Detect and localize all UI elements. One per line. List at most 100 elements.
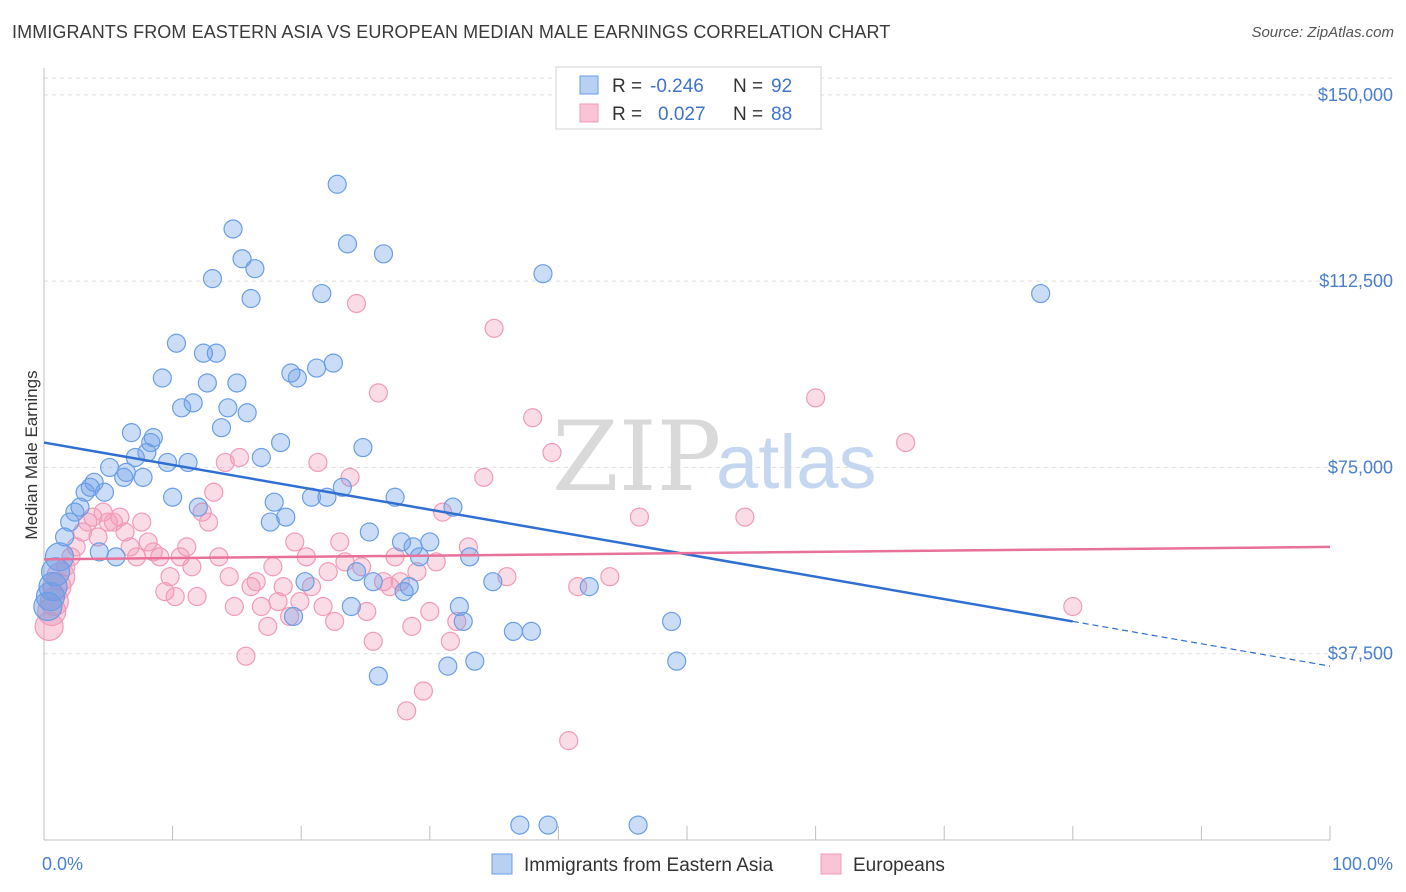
series-eastern-asia-points <box>33 174 1051 835</box>
eastern-asia-point-63 <box>353 437 373 458</box>
eastern-asia-point-86 <box>538 815 558 835</box>
europeans-point-6 <box>61 547 81 567</box>
watermark-zip: ZIP <box>552 401 721 513</box>
eastern-asia-point-52 <box>295 572 315 592</box>
eastern-asia-point-43 <box>245 259 265 279</box>
legend-n-label-1: N = <box>733 76 763 97</box>
eastern-asia-point-90 <box>667 651 687 671</box>
europeans-point-11 <box>88 527 108 547</box>
eastern-asia-point-67 <box>373 244 394 264</box>
europeans-point-61 <box>363 631 383 651</box>
eastern-asia-point-39 <box>227 373 247 393</box>
europeans-point-58 <box>346 293 367 314</box>
eastern-asia-point-61 <box>341 596 361 617</box>
eastern-asia-point-38 <box>223 219 243 239</box>
eastern-asia-point-5 <box>54 527 75 547</box>
europeans-point-54 <box>325 611 345 632</box>
europeans-point-20 <box>138 532 158 552</box>
europeans-point-35 <box>219 567 239 587</box>
europeans-point-1 <box>37 596 67 627</box>
europeans-point-44 <box>268 591 288 612</box>
europeans-point-29 <box>187 586 207 607</box>
europeans-point-21 <box>143 542 163 562</box>
eastern-asia-point-4 <box>44 542 75 572</box>
europeans-point-31 <box>199 512 219 532</box>
eastern-asia-point-87 <box>579 577 599 597</box>
eastern-asia-point-34 <box>202 269 223 289</box>
europeans-point-88 <box>896 432 916 453</box>
europeans-point-60 <box>357 601 377 622</box>
eastern-asia-point-60 <box>337 234 358 254</box>
eastern-asia-point-49 <box>281 363 301 383</box>
europeans-point-19 <box>132 512 152 532</box>
europeans-point-28 <box>182 557 202 577</box>
europeans-point-34 <box>215 452 235 473</box>
chart-title: IMMIGRANTS FROM EASTERN ASIA VS EUROPEAN… <box>12 22 891 42</box>
eastern-asia-point-71 <box>399 577 419 597</box>
eastern-asia-point-81 <box>483 572 503 592</box>
europeans-point-70 <box>413 681 433 701</box>
europeans-point-40 <box>246 572 266 592</box>
europeans-point-15 <box>110 507 130 527</box>
x-tick-label-start: 0.0% <box>42 854 83 874</box>
europeans-point-79 <box>497 567 517 587</box>
europeans-point-45 <box>273 577 293 597</box>
eastern-asia-point-11 <box>84 472 104 492</box>
europeans-point-41 <box>251 596 271 617</box>
eastern-asia-point-57 <box>323 353 343 373</box>
eastern-asia-point-28 <box>172 398 192 418</box>
bottom-legend-swatch-europeans <box>820 853 842 875</box>
x-tick-label-end: 100.0% <box>1332 854 1393 874</box>
europeans-point-42 <box>258 616 278 636</box>
legend-n-value-2: 88 <box>771 104 792 125</box>
europeans-point-36 <box>224 596 244 617</box>
eastern-asia-point-89 <box>661 611 682 632</box>
series-legend: Immigrants from Eastern Asia Europeans <box>491 853 945 876</box>
europeans-point-74 <box>440 631 460 651</box>
legend-n-value-1: 92 <box>771 76 792 97</box>
eastern-asia-point-18 <box>121 423 142 443</box>
eastern-asia-point-6 <box>60 512 80 532</box>
series-europeans-points <box>34 293 1083 751</box>
europeans-point-43 <box>263 557 283 577</box>
eastern-asia-point-30 <box>183 393 203 413</box>
europeans-point-18 <box>126 547 147 567</box>
europeans-point-8 <box>72 522 93 542</box>
europeans-point-13 <box>98 512 118 532</box>
eastern-asia-point-47 <box>271 432 291 453</box>
eastern-asia-point-80 <box>465 651 485 671</box>
legend-r-label-1: R = <box>612 76 642 97</box>
europeans-point-47 <box>285 532 305 552</box>
eastern-asia-point-0 <box>33 591 63 622</box>
eastern-asia-point-44 <box>251 447 271 468</box>
legend-swatch-europeans <box>579 103 599 123</box>
eastern-asia-point-2 <box>38 572 68 602</box>
europeans-point-81 <box>542 442 562 463</box>
eastern-asia-point-33 <box>197 373 217 393</box>
eastern-asia-point-42 <box>241 288 261 309</box>
eastern-asia-point-26 <box>163 487 183 507</box>
eastern-asia-point-66 <box>368 666 388 686</box>
europeans-point-78 <box>484 318 504 338</box>
eastern-asia-point-15 <box>106 547 126 567</box>
trend-line-eastern-asia <box>43 441 1074 623</box>
eastern-asia-point-50 <box>283 606 304 627</box>
eastern-asia-point-58 <box>327 174 347 194</box>
eastern-asia-point-79 <box>460 547 480 567</box>
eastern-asia-point-91 <box>1031 283 1051 304</box>
y-tick-label-3: $150,000 <box>1318 85 1393 105</box>
eastern-asia-point-55 <box>312 283 332 304</box>
eastern-asia-point-22 <box>141 432 161 453</box>
eastern-asia-point-36 <box>211 418 232 438</box>
eastern-asia-point-46 <box>264 492 284 512</box>
eastern-asia-point-41 <box>237 403 257 423</box>
europeans-point-67 <box>397 701 417 721</box>
europeans-point-25 <box>165 586 185 607</box>
eastern-asia-point-62 <box>346 562 367 582</box>
europeans-point-24 <box>160 567 180 587</box>
europeans-point-66 <box>390 572 410 592</box>
europeans-point-68 <box>402 616 422 636</box>
eastern-asia-point-51 <box>287 368 307 388</box>
eastern-asia-point-40 <box>232 249 252 269</box>
eastern-asia-point-82 <box>503 621 523 641</box>
